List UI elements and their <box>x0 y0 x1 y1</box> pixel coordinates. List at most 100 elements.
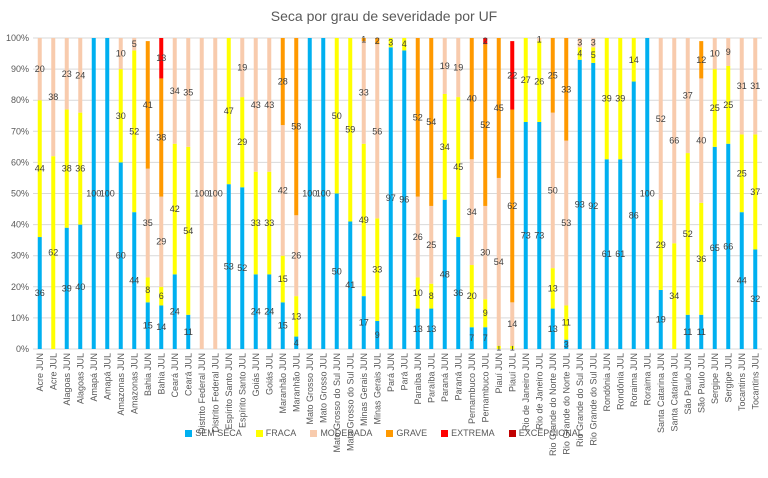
bar-segment-moderada <box>159 196 164 287</box>
bar-segment-moderada <box>429 205 434 284</box>
bar-segment-fraca <box>429 283 434 309</box>
bar-segment-moderada <box>469 159 474 266</box>
x-tick-label: Espírito Santo JUN <box>224 353 234 430</box>
data-label: 33 <box>359 87 369 97</box>
bar-segment-sem-seca <box>699 314 704 349</box>
data-label: 36 <box>35 288 45 298</box>
data-label: 50 <box>332 266 342 276</box>
legend: SEM SECA FRACA MODERADA GRAVE EXTREMA EXCEPCI… <box>0 428 768 438</box>
y-tick-label: 60% <box>11 157 29 167</box>
data-label: 100 <box>640 189 655 199</box>
x-tick-label: Tocantins JUN <box>737 353 747 411</box>
data-label: 52 <box>480 120 490 130</box>
bar-segment-sem-seca <box>307 38 312 349</box>
x-tick-label: Bahia JUN <box>143 353 153 396</box>
bar-segment-fraca <box>145 277 150 303</box>
data-label: 33 <box>372 265 382 275</box>
data-label: 38 <box>62 164 72 174</box>
data-label: 47 <box>224 106 234 116</box>
data-label: 14 <box>629 55 639 65</box>
x-tick-label: Paraná JUL <box>453 353 463 401</box>
x-tick-label: Rio Grande do Sul JUL <box>588 353 598 446</box>
data-label: 39 <box>615 94 625 104</box>
bar-segment-fraca <box>604 38 609 160</box>
bar-segment-fraca <box>118 69 123 163</box>
bar-segment-moderada <box>361 41 366 144</box>
bar-segment-moderada <box>280 125 285 256</box>
bar-segment-extrema <box>159 38 164 79</box>
y-tick-label: 0% <box>16 344 29 354</box>
x-tick-label: Rio de Janeiro JUN <box>521 353 531 431</box>
legend-label: EXTREMA <box>451 428 495 438</box>
data-label: 38 <box>48 92 58 102</box>
data-label: 97 <box>386 193 396 203</box>
bar-segment-moderada <box>199 38 204 349</box>
bar-segment-moderada <box>699 78 704 203</box>
data-label: 35 <box>183 87 193 97</box>
bar-segment-moderada <box>240 38 245 98</box>
data-label: 34 <box>170 86 180 96</box>
bar-segment-sem-seca <box>415 308 420 349</box>
bar-segment-sem-seca <box>442 199 447 349</box>
bar-segment-sem-seca <box>186 314 191 349</box>
bar-segment-fraca <box>361 143 366 297</box>
x-tick-label: Rio Grande do Norte JUN <box>548 353 558 456</box>
data-label: 41 <box>143 100 153 110</box>
data-label: 13 <box>156 53 166 63</box>
data-label: 25 <box>548 70 558 80</box>
data-label: 13 <box>291 311 301 321</box>
data-label: 52 <box>683 229 693 239</box>
bar-segment-fraca <box>456 97 461 238</box>
data-label: 11 <box>697 327 706 337</box>
data-label: 96 <box>399 195 409 205</box>
bar-segment-grave <box>361 38 366 42</box>
data-label: 15 <box>278 321 288 331</box>
data-label: 54 <box>426 117 436 127</box>
data-label: 4 <box>402 39 407 49</box>
data-label: 44 <box>737 276 747 286</box>
bar-segment-sem-seca <box>645 38 650 349</box>
data-label: 20 <box>35 64 45 74</box>
data-label: 50 <box>548 185 558 195</box>
x-tick-label: Roraima JUN <box>629 353 639 407</box>
bar-segment-fraca <box>172 143 177 275</box>
data-label: 27 <box>521 75 531 85</box>
bar-segment-moderada <box>658 38 663 200</box>
bar-segment-fraca <box>294 296 299 337</box>
data-label: 14 <box>507 319 517 329</box>
bar-segment-sem-seca <box>577 59 582 350</box>
data-label: 19 <box>453 63 463 73</box>
data-label: 66 <box>669 136 679 146</box>
x-tick-label: Maranhão JUL <box>291 353 301 412</box>
data-label: 73 <box>534 230 544 240</box>
data-label: 24 <box>251 307 261 317</box>
data-label: 31 <box>737 81 747 91</box>
data-label: 10 <box>710 49 720 59</box>
data-label: 4 <box>577 49 582 59</box>
data-label: 20 <box>467 291 477 301</box>
bar-segment-sem-seca <box>618 159 623 349</box>
legend-swatch <box>386 429 394 437</box>
x-tick-label: Pará JUL <box>399 353 409 391</box>
bar-segment-fraca <box>132 50 137 213</box>
data-label: 22 <box>507 70 517 80</box>
legend-swatch <box>508 429 516 437</box>
x-tick-label: Goiás JUL <box>264 353 274 395</box>
data-label: 39 <box>62 283 72 293</box>
data-label: 42 <box>278 185 288 195</box>
data-label: 9 <box>726 47 731 57</box>
bar-segment-grave <box>564 38 569 141</box>
data-label: 24 <box>264 307 274 317</box>
bar-segment-grave <box>294 38 299 216</box>
y-tick-label: 20% <box>11 282 29 292</box>
data-label: 3 <box>388 38 393 48</box>
bar-segment-sem-seca <box>564 339 569 349</box>
bar-segment-sem-seca <box>105 38 110 349</box>
bar-segment-moderada <box>213 38 218 349</box>
data-label: 19 <box>656 314 666 324</box>
x-tick-label: Mato Grosso JUL <box>318 353 328 423</box>
bar-segment-sem-seca <box>469 327 474 349</box>
data-label: 36 <box>453 288 463 298</box>
data-label: 61 <box>615 249 625 259</box>
